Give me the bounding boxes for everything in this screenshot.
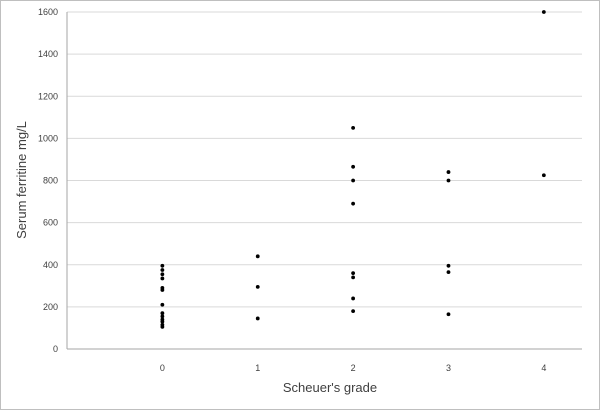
y-tick-label: 800 xyxy=(43,176,58,186)
data-point xyxy=(351,296,356,301)
data-point xyxy=(541,173,546,178)
data-point xyxy=(160,324,165,329)
y-tick-label: 1000 xyxy=(38,133,58,143)
data-point xyxy=(160,268,165,272)
data-point xyxy=(160,272,165,277)
data-point xyxy=(446,178,451,183)
data-point xyxy=(160,311,165,316)
y-tick-label: 1400 xyxy=(38,49,58,59)
data-point xyxy=(160,314,165,319)
x-tick-label: 0 xyxy=(160,363,165,373)
y-tick-label: 600 xyxy=(43,218,58,228)
data-point xyxy=(446,263,451,268)
data-point xyxy=(351,271,356,276)
data-point xyxy=(255,254,260,259)
y-tick-label: 1600 xyxy=(38,7,58,17)
data-points xyxy=(160,10,546,329)
data-point xyxy=(351,275,356,280)
data-point xyxy=(351,125,356,130)
data-point xyxy=(351,164,356,169)
x-axis-title: Scheuer's grade xyxy=(283,380,377,395)
y-tick-labels: 0 200 400 600 800 1000 1200 1400 1600 xyxy=(38,7,58,354)
gridlines xyxy=(67,11,582,308)
data-point xyxy=(255,284,260,289)
data-point xyxy=(160,302,165,307)
data-point xyxy=(446,170,451,174)
data-point xyxy=(160,319,165,324)
data-point xyxy=(160,263,165,268)
x-tick-label: 3 xyxy=(446,363,451,373)
x-tick-label: 2 xyxy=(351,363,356,373)
x-tick-label: 4 xyxy=(541,363,546,373)
data-point xyxy=(160,288,165,292)
y-tick-label: 400 xyxy=(43,260,58,270)
data-point xyxy=(351,178,356,183)
data-point xyxy=(541,10,546,14)
y-tick-label: 200 xyxy=(43,302,58,312)
data-point xyxy=(255,316,260,321)
data-point xyxy=(160,276,165,281)
data-point xyxy=(351,201,356,206)
data-point xyxy=(446,312,451,317)
x-tick-label: 1 xyxy=(255,363,260,373)
y-tick-label: 1200 xyxy=(38,91,58,101)
x-tick-labels: 0 1 2 3 4 xyxy=(160,363,546,373)
data-point xyxy=(351,309,356,313)
y-tick-label: 0 xyxy=(53,344,58,354)
data-point xyxy=(446,270,451,275)
y-axis-title: Serum ferritine mg/L xyxy=(14,121,29,239)
